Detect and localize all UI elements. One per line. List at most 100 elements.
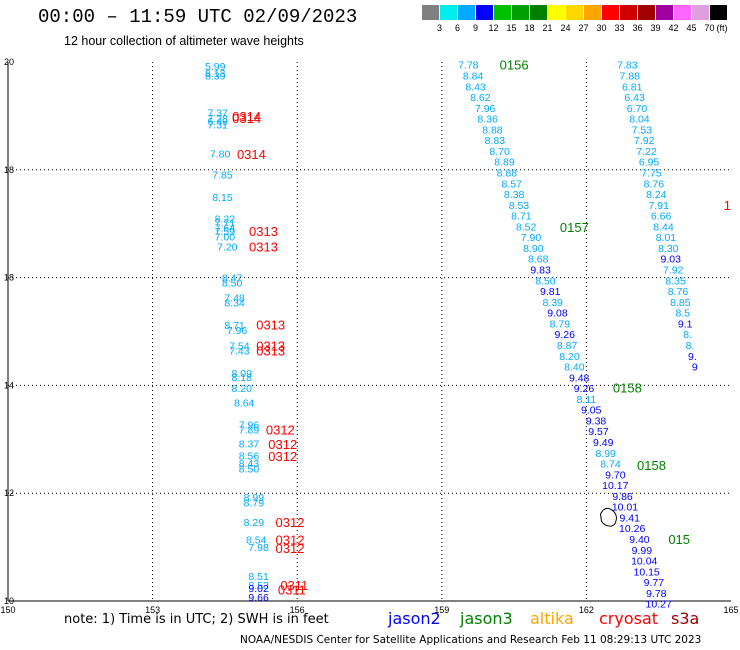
wave-height-value: 8.71 — [224, 320, 245, 332]
wave-height-value: 8. — [686, 340, 695, 352]
wave-height-value: 8.56 — [239, 450, 260, 462]
wave-height-value: 9.57 — [588, 426, 609, 438]
scale-label: 30 — [596, 23, 607, 33]
wave-height-value: 8.04 — [629, 114, 650, 126]
wave-height-value: 8.57 — [501, 178, 522, 190]
wave-height-value: 9.02 — [248, 583, 269, 595]
wave-height-value: 7.53 — [632, 124, 653, 136]
wave-height-value: 9. — [688, 351, 697, 363]
lon-tick-label: 150 — [0, 605, 15, 615]
wave-height-value: 7.64 — [215, 222, 236, 234]
scale-label: 70 — [704, 23, 715, 33]
wave-height-value: 8.36 — [477, 114, 498, 126]
wave-height-value: 8.54 — [246, 535, 267, 547]
lon-tick-label: 159 — [434, 605, 449, 615]
scale-label: 3 — [436, 23, 442, 33]
wave-height-value: 7.75 — [641, 167, 662, 179]
wave-height-value: 9.26 — [574, 383, 595, 395]
scale-swatch — [530, 5, 547, 20]
wave-height-value: 7.59 — [215, 226, 236, 238]
wave-height-value: 7.54 — [229, 341, 250, 353]
wave-height-value: 8.39 — [542, 297, 563, 309]
wave-height-value: 6.66 — [651, 211, 672, 223]
wave-height-value: 9.1 — [678, 318, 693, 330]
wave-height-value: 8.83 — [485, 135, 506, 147]
scale-swatch — [548, 5, 565, 20]
wave-height-value: 8.43 — [465, 81, 486, 93]
scale-label: 27 — [578, 23, 589, 33]
wave-height-value: 7.22 — [636, 146, 657, 158]
wave-height-value: 8.35 — [665, 275, 686, 287]
wave-height-value: 10.01 — [612, 502, 638, 514]
wave-height-value: 7.98 — [248, 542, 269, 554]
wave-height-value: 7.83 — [617, 60, 638, 72]
pass-time-label: 0313 — [249, 224, 278, 239]
wave-height-value: 8.76 — [668, 286, 689, 298]
wave-height-value: 7.85 — [212, 170, 233, 182]
wave-height-value: 9.26 — [554, 329, 575, 341]
wave-height-value: 7.48 — [224, 293, 245, 305]
wave-height-value: 8.87 — [557, 340, 578, 352]
pass-time-label: 0312 — [266, 423, 295, 438]
lon-tick-label: 162 — [579, 605, 594, 615]
scale-swatch — [476, 5, 493, 20]
wave-height-value: 8.50 — [222, 277, 243, 289]
wave-height-value: 7.28 — [207, 113, 228, 125]
wave-height-value: 8.51 — [248, 571, 269, 583]
wave-height-value: 8.50 — [239, 463, 260, 475]
lat-tick-label: 10 — [4, 596, 14, 606]
lat-tick-label: 12 — [4, 488, 14, 498]
wave-height-value: 7.96 — [239, 420, 260, 432]
scale-swatch — [494, 5, 511, 20]
wave-height-value: 9.40 — [629, 534, 650, 546]
scale-swatch — [566, 5, 583, 20]
wave-height-value: 8.90 — [523, 243, 544, 255]
footer-credit: NOAA/NESDIS Center for Satellite Applica… — [240, 634, 702, 646]
lat-tick-label: 20 — [4, 57, 14, 67]
wave-height-value: 8.53 — [248, 580, 269, 592]
scale-label: 9 — [472, 23, 478, 33]
wave-height-value: 8.29 — [244, 517, 265, 529]
wave-height-value: 8.22 — [215, 213, 236, 225]
wave-height-value: 8.89 — [494, 157, 515, 169]
footer-note: note: 1) Time is in UTC; 2) SWH is in fe… — [64, 612, 329, 627]
wave-height-value: 9.83 — [530, 265, 551, 277]
wave-height-value: 7.37 — [207, 108, 228, 120]
wave-height-value: 9.66 — [248, 592, 269, 604]
wave-height-value: 10.15 — [634, 566, 660, 578]
wave-height-value: 7.91 — [648, 200, 669, 212]
wave-height-value: 8.79 — [550, 318, 571, 330]
wave-height-value: 9.38 — [586, 415, 607, 427]
pass-time-label: 0158 — [613, 381, 642, 396]
wave-height-value: 8.40 — [564, 362, 585, 374]
scale-label: 39 — [650, 23, 661, 33]
wave-height-value: 8.62 — [470, 92, 491, 104]
pass-time-label: 0311 — [280, 578, 308, 593]
page-title: 00:00 – 11:59 UTC 02/09/2023 — [38, 6, 358, 28]
pass-time-label: 0312 — [276, 541, 305, 556]
wave-height-value: 9.41 — [620, 512, 641, 524]
wave-height-value: 7.80 — [210, 149, 231, 161]
wave-height-value: 7.96 — [475, 103, 496, 115]
pass-time-label: 015 — [668, 532, 690, 547]
scale-swatch — [512, 5, 529, 20]
scale-swatch — [422, 5, 439, 20]
wave-height-value: 9.86 — [612, 491, 633, 503]
wave-height-value: 6.49 — [207, 116, 228, 128]
wave-height-value: 9.70 — [605, 469, 626, 481]
wave-height-value: 8.20 — [559, 351, 580, 363]
wave-height-value: 8.13 — [205, 68, 226, 80]
satellite-legend-item: cryosat — [599, 609, 659, 628]
wave-height-value: 9.99 — [632, 545, 653, 557]
scale-label: 24 — [560, 23, 571, 33]
wave-height-value: 9.78 — [646, 588, 667, 600]
satellite-legend-item: jason3 — [460, 609, 513, 628]
wave-height-value: 8.39 — [205, 70, 226, 82]
wave-height-value: 8.88 — [482, 124, 503, 136]
wave-height-value: 10.26 — [619, 523, 645, 535]
wave-height-value: 7.90 — [521, 232, 542, 244]
wave-height-value: 7.00 — [215, 232, 236, 244]
wave-height-value: 10.04 — [631, 556, 657, 568]
wave-height-value: 8.44 — [653, 221, 674, 233]
